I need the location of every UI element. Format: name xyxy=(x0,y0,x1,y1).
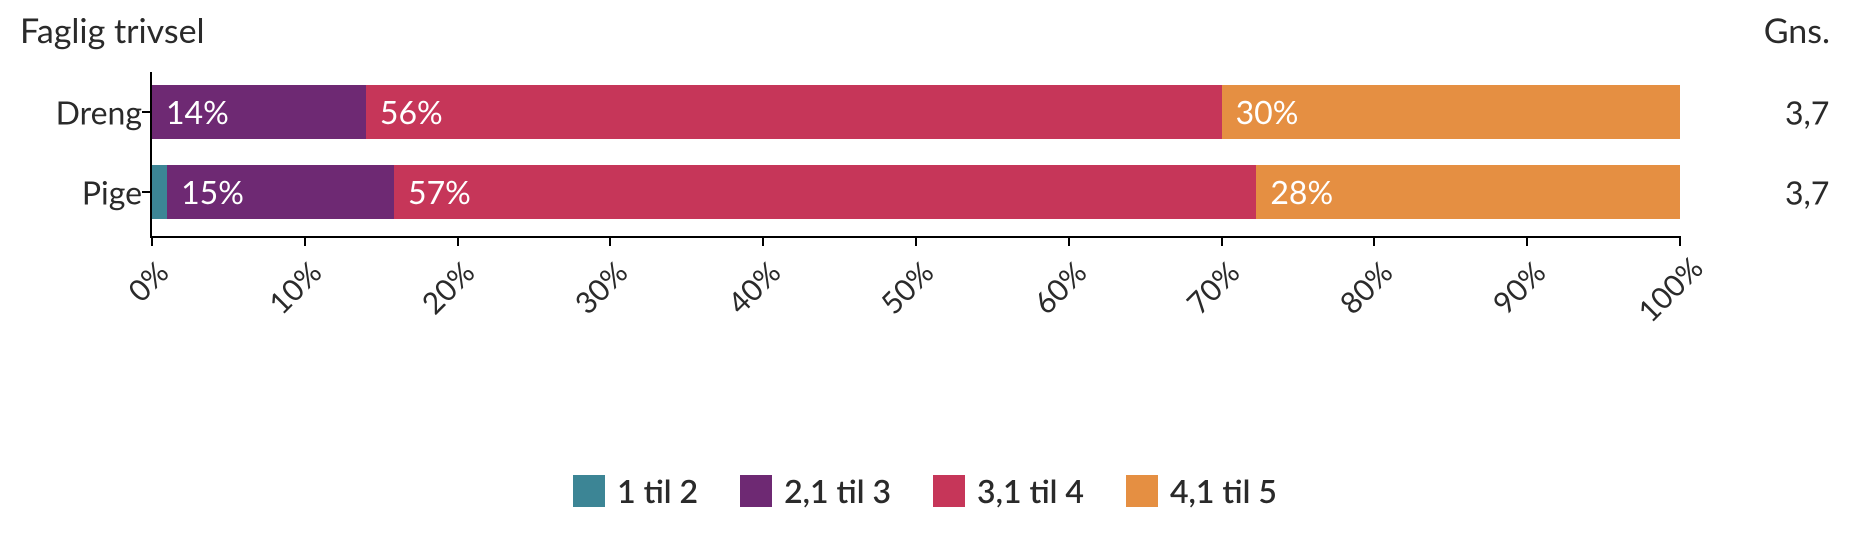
legend: 1 til 2 2,1 til 3 3,1 til 4 4,1 til 5 xyxy=(0,471,1850,510)
bar-segment: 28% xyxy=(1256,165,1680,219)
x-tick-label: 50% xyxy=(866,254,941,329)
gns-value: 3,7 xyxy=(1785,172,1829,211)
x-tick-label: 70% xyxy=(1172,254,1247,329)
gns-header: Gns. xyxy=(1764,10,1830,51)
x-tick-label: 30% xyxy=(560,254,635,329)
legend-swatch xyxy=(740,475,772,507)
row-label: Pige xyxy=(82,172,142,211)
x-tick xyxy=(1221,236,1223,246)
x-tick xyxy=(1679,236,1681,246)
x-tick-label: 0% xyxy=(101,254,176,329)
bar-row: 14%56%30% xyxy=(152,85,1680,139)
legend-label: 1 til 2 xyxy=(617,471,698,510)
x-tick-label: 40% xyxy=(713,254,788,329)
x-tick xyxy=(1068,236,1070,246)
bar-segment: 56% xyxy=(366,85,1222,139)
legend-item: 4,1 til 5 xyxy=(1126,471,1277,510)
legend-swatch xyxy=(573,475,605,507)
x-tick xyxy=(1526,236,1528,246)
legend-item: 2,1 til 3 xyxy=(740,471,891,510)
y-tick xyxy=(142,191,152,193)
bar-row: 15%57%28% xyxy=(152,165,1680,219)
legend-label: 4,1 til 5 xyxy=(1170,471,1277,510)
x-tick-label: 60% xyxy=(1019,254,1094,329)
legend-label: 2,1 til 3 xyxy=(784,471,891,510)
y-tick xyxy=(142,111,152,113)
legend-swatch xyxy=(933,475,965,507)
x-tick-label: 10% xyxy=(254,254,329,329)
x-tick xyxy=(762,236,764,246)
x-tick xyxy=(1373,236,1375,246)
plot-area: 14%56%30% 15%57%28% xyxy=(150,72,1680,238)
x-tick xyxy=(609,236,611,246)
x-tick xyxy=(457,236,459,246)
x-tick xyxy=(915,236,917,246)
bar-segment: 14% xyxy=(152,85,366,139)
gns-value: 3,7 xyxy=(1785,92,1829,131)
legend-item: 3,1 til 4 xyxy=(933,471,1084,510)
bar-segment xyxy=(152,165,167,219)
x-tick xyxy=(304,236,306,246)
x-tick-label: 90% xyxy=(1478,254,1553,329)
legend-item: 1 til 2 xyxy=(573,471,698,510)
bar-segment: 15% xyxy=(167,165,394,219)
chart-title: Faglig trivsel xyxy=(20,10,205,51)
row-label: Dreng xyxy=(56,92,142,131)
bar-segment: 57% xyxy=(394,165,1256,219)
x-tick-label: 20% xyxy=(407,254,482,329)
bar-segment: 30% xyxy=(1222,85,1680,139)
legend-swatch xyxy=(1126,475,1158,507)
x-tick xyxy=(151,236,153,246)
x-tick-label: 80% xyxy=(1325,254,1400,329)
legend-label: 3,1 til 4 xyxy=(977,471,1084,510)
stacked-bar-chart: Faglig trivsel Gns. 14%56%30%15%57%28% 1… xyxy=(0,0,1850,542)
x-tick-label: 100% xyxy=(1631,254,1706,329)
